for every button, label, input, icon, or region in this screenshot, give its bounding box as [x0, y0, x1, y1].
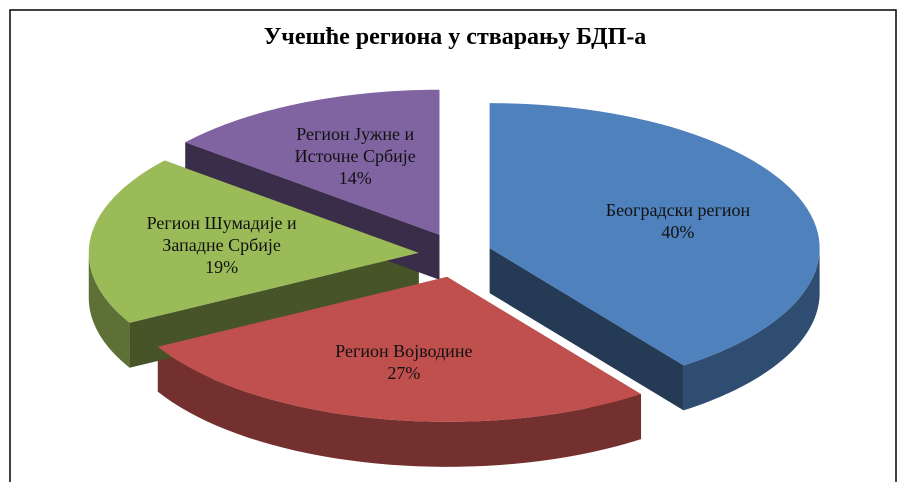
slice-wall — [157, 346, 642, 467]
slice-label: Регион Шумадије и Западне Србије 19% — [137, 212, 307, 278]
slice-name: Регион Шумадије и Западне Србије — [146, 212, 297, 255]
frame — [9, 9, 897, 482]
slice-wall — [88, 252, 130, 368]
pie-slice — [489, 103, 820, 366]
slice-name: Београдски регион — [605, 200, 751, 221]
slice-name: Регион Војводине — [335, 340, 473, 361]
slice-value: 19% — [205, 256, 239, 277]
slice-value: 40% — [661, 222, 695, 243]
slice-label: Регион Јужне и Источне Србије 14% — [270, 123, 440, 189]
slice-name: Регион Јужне и Источне Србије — [294, 124, 416, 166]
chart-title: Учешће региона у стварању БДП-а — [264, 24, 647, 50]
pie-slice — [157, 276, 642, 422]
pie-slice — [88, 160, 419, 323]
slice-value: 27% — [387, 362, 421, 383]
slice-cut-face — [489, 248, 684, 411]
slice-label: Београдски регион 40% — [593, 199, 763, 243]
slice-value: 14% — [338, 168, 372, 188]
pie-slice — [185, 89, 440, 235]
slice-wall — [683, 248, 820, 411]
slice-label: Регион Војводине 27% — [319, 340, 489, 384]
